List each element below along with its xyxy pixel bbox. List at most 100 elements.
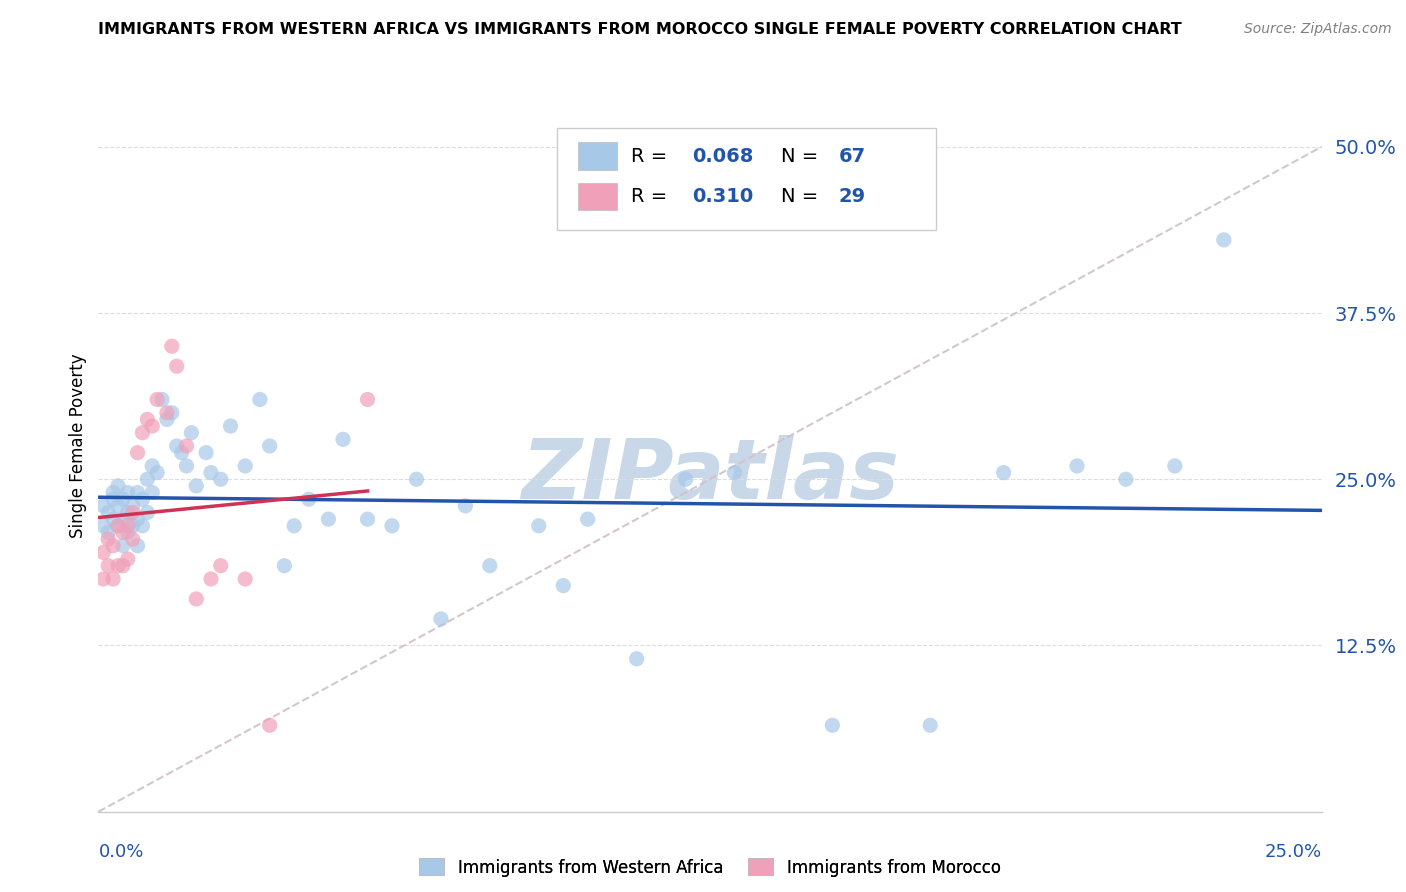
- Point: [141, 485, 163, 500]
- Point: [127, 485, 149, 500]
- Point: [107, 518, 129, 533]
- Text: R =: R =: [630, 187, 666, 206]
- Point: [527, 518, 550, 533]
- Point: [136, 506, 159, 520]
- Point: [259, 439, 281, 453]
- Point: [111, 512, 134, 526]
- Point: [117, 506, 139, 520]
- Point: [150, 392, 173, 407]
- Point: [91, 545, 114, 559]
- Point: [170, 445, 193, 459]
- Point: [166, 359, 188, 374]
- Point: [160, 339, 183, 353]
- Text: 29: 29: [838, 187, 866, 206]
- Point: [195, 445, 218, 459]
- Point: [107, 479, 129, 493]
- Point: [121, 532, 143, 546]
- Point: [117, 485, 139, 500]
- Text: R =: R =: [630, 147, 666, 166]
- Point: [127, 445, 149, 459]
- Point: [131, 492, 153, 507]
- Point: [233, 572, 256, 586]
- Point: [111, 492, 134, 507]
- Point: [101, 485, 124, 500]
- Point: [259, 718, 281, 732]
- Point: [97, 525, 120, 540]
- Point: [136, 412, 159, 426]
- Point: [200, 572, 222, 586]
- Bar: [578, 183, 617, 211]
- Point: [107, 518, 129, 533]
- Point: [156, 412, 179, 426]
- Y-axis label: Single Female Poverty: Single Female Poverty: [69, 354, 87, 538]
- Point: [131, 518, 153, 533]
- Point: [186, 479, 208, 493]
- Text: 67: 67: [838, 147, 866, 166]
- Point: [332, 433, 354, 447]
- Text: IMMIGRANTS FROM WESTERN AFRICA VS IMMIGRANTS FROM MOROCCO SINGLE FEMALE POVERTY : IMMIGRANTS FROM WESTERN AFRICA VS IMMIGR…: [98, 22, 1182, 37]
- Point: [626, 652, 648, 666]
- Text: Source: ZipAtlas.com: Source: ZipAtlas.com: [1244, 22, 1392, 37]
- Point: [283, 518, 305, 533]
- Point: [273, 558, 295, 573]
- Point: [117, 552, 139, 566]
- Text: 0.068: 0.068: [692, 147, 754, 166]
- Point: [101, 572, 124, 586]
- Point: [141, 458, 163, 473]
- Point: [209, 472, 232, 486]
- Point: [233, 458, 256, 473]
- Point: [111, 539, 134, 553]
- Point: [176, 458, 198, 473]
- Point: [454, 499, 477, 513]
- Point: [821, 718, 844, 732]
- Point: [91, 518, 114, 533]
- FancyBboxPatch shape: [557, 128, 936, 230]
- Point: [97, 506, 120, 520]
- Point: [200, 466, 222, 480]
- Point: [107, 558, 129, 573]
- Point: [430, 612, 453, 626]
- Point: [107, 499, 129, 513]
- Point: [91, 499, 114, 513]
- Point: [127, 512, 149, 526]
- Point: [356, 512, 378, 526]
- Point: [121, 506, 143, 520]
- Point: [318, 512, 340, 526]
- Point: [381, 518, 404, 533]
- Point: [1066, 458, 1088, 473]
- Point: [298, 492, 321, 507]
- Point: [405, 472, 427, 486]
- Text: 0.310: 0.310: [692, 187, 754, 206]
- Point: [186, 591, 208, 606]
- Point: [675, 472, 697, 486]
- Point: [576, 512, 599, 526]
- Point: [146, 466, 169, 480]
- Point: [101, 512, 124, 526]
- Point: [209, 558, 232, 573]
- Point: [131, 425, 153, 440]
- Point: [180, 425, 202, 440]
- Point: [478, 558, 501, 573]
- Point: [723, 466, 745, 480]
- Point: [920, 718, 942, 732]
- Point: [1115, 472, 1137, 486]
- Point: [146, 392, 169, 407]
- Point: [117, 525, 139, 540]
- Point: [121, 518, 143, 533]
- Point: [101, 492, 124, 507]
- Point: [91, 572, 114, 586]
- Point: [1164, 458, 1187, 473]
- Point: [993, 466, 1015, 480]
- Point: [117, 518, 139, 533]
- Point: [356, 392, 378, 407]
- Point: [166, 439, 188, 453]
- Point: [176, 439, 198, 453]
- Point: [136, 472, 159, 486]
- Bar: [578, 143, 617, 170]
- Point: [127, 539, 149, 553]
- Point: [141, 419, 163, 434]
- Point: [219, 419, 242, 434]
- Legend: Immigrants from Western Africa, Immigrants from Morocco: Immigrants from Western Africa, Immigran…: [419, 858, 1001, 877]
- Text: 0.0%: 0.0%: [98, 843, 143, 861]
- Point: [111, 525, 134, 540]
